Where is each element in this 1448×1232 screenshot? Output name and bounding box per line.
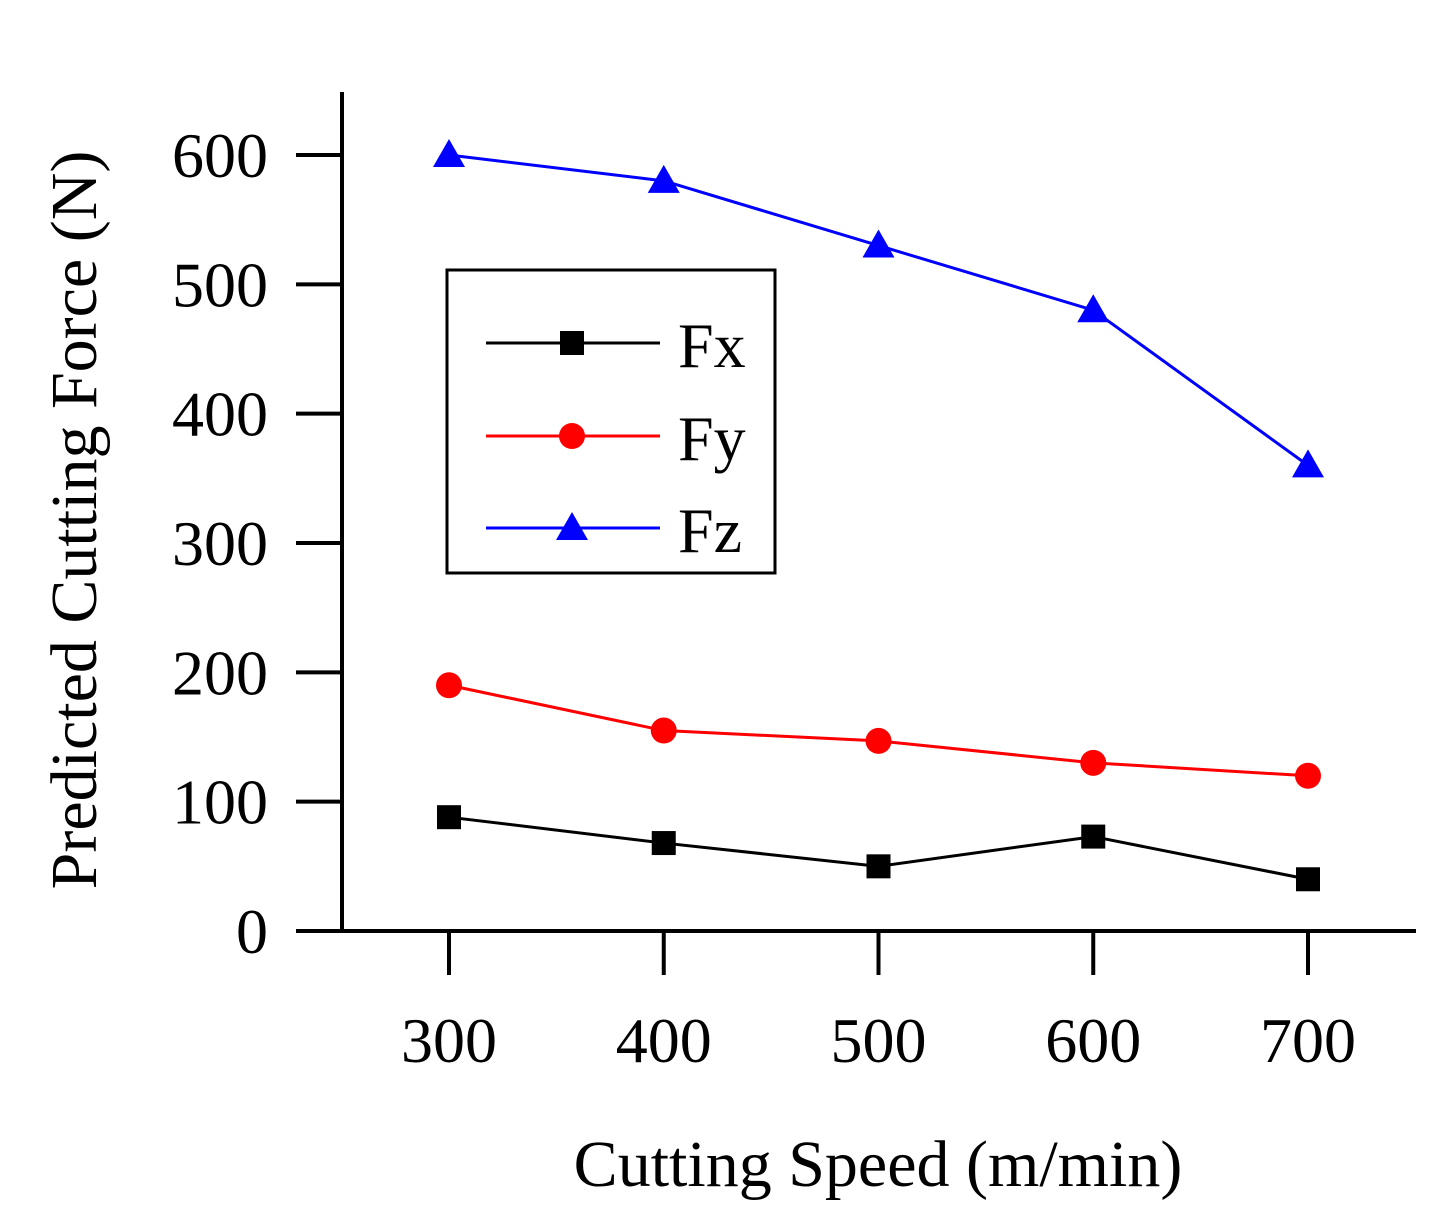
data-point-fx-700 [1296, 867, 1320, 892]
y-tick-label-100: 100 [172, 767, 268, 838]
legend-marker-fz [556, 512, 588, 540]
y-tick-label-200: 200 [172, 637, 268, 708]
legend-label-fx: Fx [678, 310, 746, 381]
data-point-fz-600 [1077, 294, 1110, 323]
y-tick-label-300: 300 [172, 508, 268, 579]
legend-label-fy: Fy [678, 403, 746, 474]
data-point-fx-400 [651, 831, 676, 856]
data-point-fy-500 [865, 727, 892, 754]
y-axis-title: Predicted Cutting Force (N) [38, 151, 111, 890]
series-fy [436, 672, 1321, 789]
data-point-fz-400 [647, 164, 680, 193]
legend: Fx Fy Fz [445, 268, 777, 575]
data-point-fz-500 [862, 229, 895, 258]
x-tick-label-500: 500 [831, 1005, 927, 1076]
x-axis-title: Cutting Speed (m/min) [574, 1128, 1183, 1201]
data-point-fz-700 [1292, 449, 1324, 478]
data-point-fx-300 [437, 805, 461, 830]
y-tick-label-400: 400 [172, 379, 268, 450]
y-tick-label-0: 0 [236, 896, 268, 967]
data-point-fx-600 [1081, 824, 1106, 849]
data-point-fy-600 [1080, 749, 1107, 776]
y-tick-label-600: 600 [172, 120, 268, 191]
series-fx [437, 805, 1320, 892]
data-point-fx-500 [866, 854, 891, 879]
data-point-fz-300 [433, 139, 465, 167]
x-tick-label-400: 400 [616, 1005, 712, 1076]
x-tick-label-600: 600 [1045, 1005, 1141, 1076]
x-tick-label-700: 700 [1260, 1005, 1356, 1076]
legend-marker-fy [559, 423, 585, 449]
legend-box [445, 268, 777, 575]
legend-label-fz: Fz [678, 495, 742, 566]
series-layer [433, 139, 1324, 892]
x-axis-ticks: 300 400 500 600 700 [401, 931, 1356, 1076]
legend-marker-fx [560, 331, 584, 355]
x-tick-label-300: 300 [401, 1005, 497, 1076]
series-fz [433, 139, 1324, 478]
y-tick-label-500: 500 [172, 249, 268, 320]
data-point-fy-400 [650, 717, 677, 744]
data-point-fy-700 [1295, 762, 1321, 789]
y-axis-ticks: 0 100 200 300 400 500 600 [172, 120, 342, 967]
data-point-fy-300 [436, 672, 462, 699]
